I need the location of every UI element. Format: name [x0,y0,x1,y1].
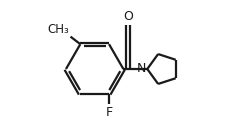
Text: CH₃: CH₃ [48,23,69,36]
Text: O: O [123,10,133,22]
Text: N: N [137,62,147,75]
Text: F: F [105,106,112,119]
